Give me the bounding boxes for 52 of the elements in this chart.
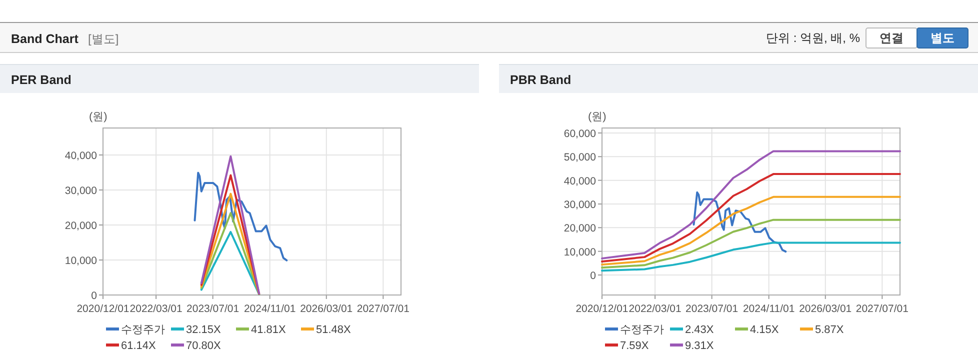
legend-label: 5.87X [815,324,844,336]
legend-label: 2.43X [685,324,714,336]
legend-label: 수정주가 [620,324,664,336]
line-series [601,242,901,272]
y-tick-label: 0 [91,290,98,302]
y-tick-label: 40,000 [564,175,596,188]
y-tick-label: 30,000 [64,184,98,197]
line-series [601,218,901,269]
y-tick-label: 10,000 [564,246,596,258]
text: 별도 [930,31,954,45]
line-series [601,150,901,260]
x-tick-label: 2024/11/01 [244,303,296,315]
text: 연결 [880,31,904,45]
legend-label: 9.31X [685,340,714,352]
x-tick-label: 2027/07/01 [856,303,909,315]
legend-label: 4.15X [750,324,780,336]
x-tick-label: 2027/07/01 [356,303,410,315]
line-series [194,172,288,262]
x-tick-label: 2026/03/01 [300,303,353,315]
x-tick-label: 2022/03/01 [628,303,682,315]
y-tick-label: 0 [590,270,596,282]
x-tick-label: 2022/03/01 [130,303,182,315]
line-series [601,173,901,262]
y-tick-label: 10,000 [64,254,98,267]
text: 단위 : 억원, 배, % [766,31,860,45]
text: Band Chart [11,32,80,46]
legend-label: 61.14X [121,340,157,352]
y-tick-label: 20,000 [564,222,596,235]
chart-title: PER Band [11,73,72,87]
line-series [692,191,787,253]
y-tick-label: 60,000 [564,128,596,140]
legend-label: 7.59X [620,340,650,352]
text: [별도] [88,32,119,46]
y-tick-label: 20,000 [64,220,98,232]
legend-label: 51.48X [316,324,352,336]
chart-title: PBR Band [510,73,572,87]
line-series [601,196,901,266]
legend-label: 41.81X [251,324,287,336]
y-tick-label: 50,000 [564,152,596,164]
x-tick-label: 2023/07/01 [686,303,738,315]
x-tick-label: 2026/03/01 [799,303,852,315]
x-tick-label: 2024/11/01 [742,303,795,315]
y-axis-title: (원) [89,111,108,123]
y-tick-label: 30,000 [564,198,596,211]
x-tick-label: 2023/07/01 [186,303,240,315]
legend-label: 70.80X [186,340,222,352]
y-axis-title: (원) [588,111,606,123]
x-tick-label: 2020/12/01 [76,303,130,315]
legend-label: 32.15X [186,324,222,336]
y-tick-label: 40,000 [64,150,98,162]
legend-label: 수정주가 [121,324,165,336]
x-tick-label: 2020/12/01 [576,303,628,315]
